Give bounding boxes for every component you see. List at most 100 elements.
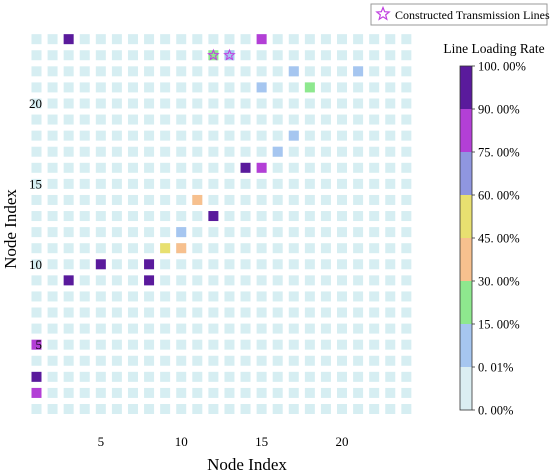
grid-cell [160,211,171,222]
grid-cell [31,178,42,189]
grid-cell [320,291,331,302]
grid-cell [320,275,331,286]
grid-cell [240,259,251,270]
grid-cell [208,355,219,366]
grid-cell [192,178,203,189]
colorbar-tick-label: 30. 00% [478,275,520,289]
data-cell [272,146,283,157]
grid-cell [79,404,90,414]
grid-cell [144,146,155,157]
constructed-star-marker [207,48,220,61]
grid-cell [31,146,42,157]
grid-cell [256,339,267,350]
grid-cell [385,114,396,125]
grid-cell [385,194,396,205]
grid-cell [79,146,90,157]
grid-cell [208,227,219,238]
grid-cell [127,82,138,93]
grid-cell [160,227,171,238]
grid-cell [385,34,396,45]
grid-cell [224,371,235,382]
grid-cell [288,34,299,45]
grid-cell [320,259,331,270]
grid-cell [208,194,219,205]
grid-cell [47,371,58,382]
data-cell [288,130,299,141]
data-cell [144,275,155,286]
grid-cell [111,162,122,173]
grid-cell [63,339,74,350]
grid-cell [353,211,364,222]
grid-cell [111,98,122,109]
grid-cell [144,291,155,302]
data-cell [31,339,42,350]
data-cell [353,66,364,77]
grid-cell [208,275,219,286]
grid-cell [160,194,171,205]
y-tick-label: 10 [29,257,42,272]
grid-cell [79,130,90,141]
grid-cell [111,146,122,157]
grid-cell [369,50,380,61]
grid-cell [353,259,364,270]
grid-cell [224,114,235,125]
grid-cell [320,307,331,318]
data-cell [192,194,203,205]
grid-cell [304,355,315,366]
grid-cell [63,162,74,173]
grid-cell [385,243,396,254]
grid-cell [256,243,267,254]
grid-cell [353,82,364,93]
grid-cell [144,114,155,125]
grid-cell [224,82,235,93]
grid-cell [337,50,348,61]
grid-cell [95,146,106,157]
constructed-star-marker [223,48,236,61]
data-cell [288,66,299,77]
grid-cell [144,227,155,238]
grid-cell [144,66,155,77]
grid-cell [208,98,219,109]
grid-cell [369,291,380,302]
grid-cell [240,194,251,205]
grid-cell [256,371,267,382]
grid-cell [288,243,299,254]
grid-cell [95,404,106,414]
grid-cell [111,323,122,334]
grid-cell [31,114,42,125]
grid-cell [353,146,364,157]
grid-cell [176,82,187,93]
grid-cell [208,387,219,398]
grid-cell [47,243,58,254]
grid-cell [31,66,42,77]
grid-cell [272,387,283,398]
grid-cell [401,259,412,270]
grid-cell [353,50,364,61]
data-cell [240,162,251,173]
colorbar-tick-label: 60. 00% [478,189,520,203]
grid-cell [385,162,396,173]
grid-cell [337,162,348,173]
grid-cell [31,323,42,334]
grid-cell [353,355,364,366]
grid-cell [288,307,299,318]
grid-cell [320,34,331,45]
grid-cell [95,339,106,350]
grid-cell [385,98,396,109]
grid-cell [176,178,187,189]
grid-cell [337,387,348,398]
grid-cell [369,404,380,414]
grid-cell [320,339,331,350]
grid-cell [127,259,138,270]
data-cell [224,50,235,61]
grid-cell [337,194,348,205]
grid-cell [304,50,315,61]
grid-cell [47,227,58,238]
grid-cell [304,307,315,318]
grid-cell [192,371,203,382]
colorbar-tick-label: 0. 00% [478,404,513,418]
grid-cell [47,275,58,286]
grid-cell [144,130,155,141]
grid-cell [79,114,90,125]
grid-cell [63,98,74,109]
